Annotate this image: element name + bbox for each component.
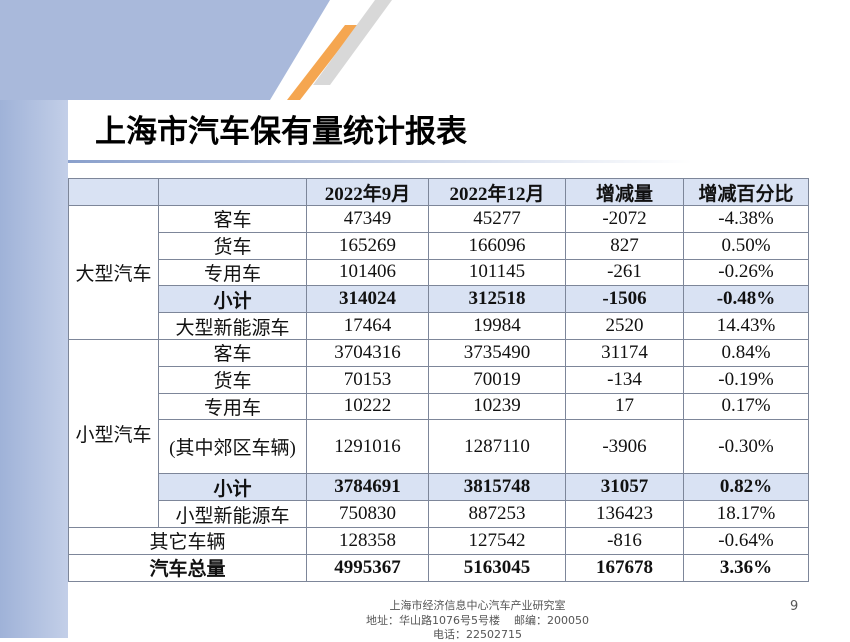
- group-label: 大型汽车: [68, 205, 159, 340]
- data-cell: 17464: [306, 312, 429, 340]
- page-number: 9: [790, 599, 799, 614]
- header-cell: 增减量: [565, 178, 684, 206]
- data-cell: 17: [565, 392, 684, 421]
- data-cell: -4.38%: [683, 205, 809, 233]
- data-cell: 19984: [428, 312, 566, 340]
- row-label: 专用车: [158, 392, 307, 421]
- data-cell: -1506: [565, 285, 684, 314]
- data-cell: -261: [565, 258, 684, 287]
- header-cell: [158, 178, 307, 206]
- row-label: 专用车: [158, 258, 307, 287]
- data-cell: 14.43%: [683, 312, 809, 340]
- data-cell: 136423: [565, 500, 684, 528]
- header-cell: 2022年9月: [306, 178, 429, 206]
- header-cell: [68, 178, 159, 206]
- data-cell: 3784691: [306, 473, 429, 502]
- title-box: [68, 100, 850, 160]
- data-cell: 312518: [428, 285, 566, 314]
- data-cell: 1291016: [306, 419, 429, 475]
- data-cell: 5163045: [428, 553, 566, 582]
- data-cell: 827: [565, 231, 684, 260]
- row-label: 小计: [158, 473, 307, 502]
- data-cell: 101406: [306, 258, 429, 287]
- side-band: [0, 0, 68, 638]
- data-cell: 31057: [565, 473, 684, 502]
- data-cell: 314024: [306, 285, 429, 314]
- row-label: 大型新能源车: [158, 312, 307, 340]
- row-label: 小型新能源车: [158, 500, 307, 528]
- data-cell: 167678: [565, 553, 684, 582]
- header-cell: 2022年12月: [428, 178, 566, 206]
- footer-line: 地址：华山路1076号5号楼 邮编：200050: [366, 614, 589, 627]
- data-cell: 887253: [428, 500, 566, 528]
- data-cell: 101145: [428, 258, 566, 287]
- data-cell: 70019: [428, 365, 566, 394]
- data-cell: 127542: [428, 527, 566, 555]
- total-label: 其它车辆: [68, 527, 307, 555]
- data-cell: -2072: [565, 205, 684, 233]
- orange-stripe: [287, 25, 358, 100]
- data-cell: 70153: [306, 365, 429, 394]
- data-cell: 2520: [565, 312, 684, 340]
- data-cell: 128358: [306, 527, 429, 555]
- data-cell: -134: [565, 365, 684, 394]
- gray-stripe: [313, 0, 392, 85]
- data-cell: 166096: [428, 231, 566, 260]
- title-underline: [68, 160, 692, 163]
- header-cell: 增减百分比: [683, 178, 809, 206]
- row-label: 货车: [158, 231, 307, 260]
- data-cell: -0.26%: [683, 258, 809, 287]
- data-cell: 0.50%: [683, 231, 809, 260]
- data-cell: 3.36%: [683, 553, 809, 582]
- data-cell: -3906: [565, 419, 684, 475]
- data-cell: 165269: [306, 231, 429, 260]
- data-cell: 10239: [428, 392, 566, 421]
- data-cell: 18.17%: [683, 500, 809, 528]
- row-label: 客车: [158, 339, 307, 367]
- data-cell: 47349: [306, 205, 429, 233]
- row-label: 客车: [158, 205, 307, 233]
- data-cell: 0.84%: [683, 339, 809, 367]
- data-cell: 0.17%: [683, 392, 809, 421]
- data-cell: -0.30%: [683, 419, 809, 475]
- row-label: 小计: [158, 285, 307, 314]
- data-cell: 10222: [306, 392, 429, 421]
- data-cell: -816: [565, 527, 684, 555]
- data-cell: 31174: [565, 339, 684, 367]
- footer-line: 电话：22502715: [433, 628, 522, 641]
- data-cell: 3704316: [306, 339, 429, 367]
- row-label: 货车: [158, 365, 307, 394]
- data-cell: 3735490: [428, 339, 566, 367]
- data-cell: 1287110: [428, 419, 566, 475]
- data-cell: 45277: [428, 205, 566, 233]
- data-cell: 3815748: [428, 473, 566, 502]
- data-cell: 4995367: [306, 553, 429, 582]
- total-label: 汽车总量: [68, 553, 307, 582]
- data-cell: -0.19%: [683, 365, 809, 394]
- footer-line: 上海市经济信息中心汽车产业研究室: [389, 599, 566, 612]
- data-cell: -0.64%: [683, 527, 809, 555]
- group-label: 小型汽车: [68, 339, 159, 528]
- data-cell: 0.82%: [683, 473, 809, 502]
- data-cell: -0.48%: [683, 285, 809, 314]
- row-label: (其中郊区车辆): [158, 419, 307, 475]
- title: 上海市汽车保有量统计报表: [95, 114, 467, 150]
- top-band: [0, 0, 330, 100]
- data-cell: 750830: [306, 500, 429, 528]
